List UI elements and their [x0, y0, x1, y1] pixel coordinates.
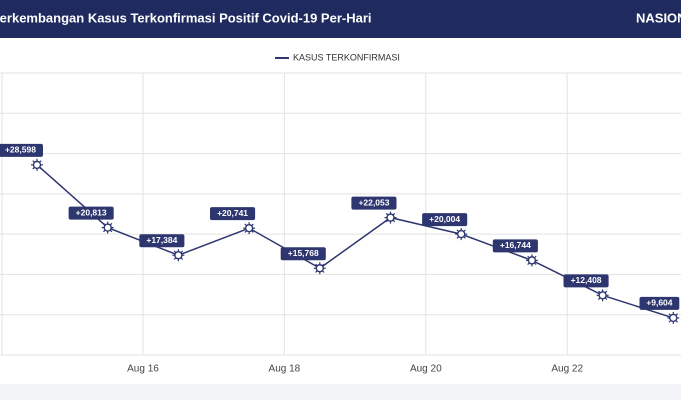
marker-core — [386, 213, 395, 222]
marker-core — [32, 160, 42, 170]
footer-band — [0, 384, 681, 400]
x-tick-label: Aug 20 — [410, 364, 442, 375]
data-label: +28,598 — [5, 145, 36, 155]
series-line — [36, 164, 674, 319]
data-label-box — [68, 206, 114, 220]
point-marker — [31, 158, 43, 171]
data-label: +15,768 — [288, 248, 319, 258]
data-label-box — [563, 274, 609, 288]
marker-core — [174, 251, 183, 260]
data-label: +20,813 — [76, 207, 107, 217]
point-marker — [667, 311, 680, 324]
chart-title: Perkembangan Kasus Terkonfirmasi Positif… — [0, 10, 372, 25]
point-marker — [384, 211, 397, 224]
data-label: +22,053 — [358, 197, 389, 207]
marker-core — [103, 223, 112, 232]
x-tick-label: Aug 16 — [127, 364, 159, 375]
legend-label: KASUS TERKONFIRMASI — [293, 52, 400, 62]
data-label-box — [139, 234, 185, 248]
data-label-box — [639, 296, 680, 310]
marker-core — [527, 256, 537, 265]
header-bar — [0, 0, 681, 38]
data-label: +17,384 — [146, 235, 177, 245]
point-marker — [525, 254, 538, 267]
region-label: NASIONAL — [636, 10, 681, 25]
x-tick-label: Aug 22 — [551, 364, 583, 375]
marker-core — [315, 264, 324, 273]
data-label-box — [422, 213, 468, 227]
data-label-box — [280, 247, 326, 261]
data-label: +20,004 — [429, 214, 460, 224]
point-marker — [313, 262, 326, 275]
data-label-box — [351, 196, 397, 210]
marker-core — [598, 291, 607, 300]
marker-core — [457, 229, 466, 239]
marker-core — [244, 223, 254, 233]
x-tick-label: Aug 18 — [269, 364, 301, 375]
marker-core — [669, 313, 678, 323]
point-marker — [455, 228, 468, 241]
data-label: +20,741 — [217, 208, 248, 218]
data-label: +9,604 — [646, 298, 673, 308]
data-label-box — [0, 143, 43, 157]
data-label: +12,408 — [571, 275, 602, 285]
data-label-box — [492, 239, 538, 253]
point-marker — [243, 222, 256, 235]
point-marker — [172, 249, 185, 262]
point-marker — [596, 289, 609, 302]
data-label-box — [210, 207, 256, 221]
point-marker — [101, 221, 114, 234]
data-label: +16,744 — [500, 240, 531, 250]
